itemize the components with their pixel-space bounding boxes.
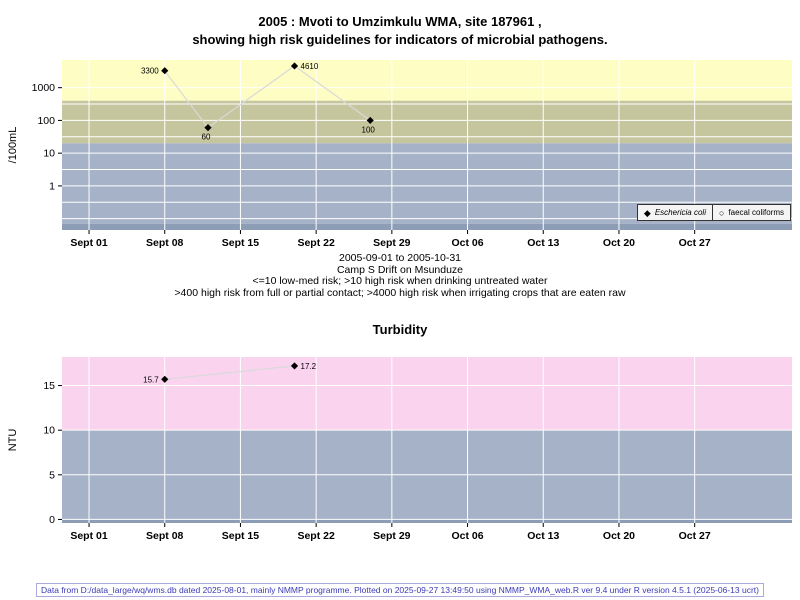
svg-text:Oct 20: Oct 20 (603, 530, 635, 542)
svg-text:15.7: 15.7 (143, 375, 159, 384)
legend-label-faecal: faecal coliforms (728, 208, 784, 217)
svg-text:0: 0 (49, 514, 55, 526)
footer: Data from D:/data_large/wq/wms.db dated … (0, 580, 800, 598)
svg-text:Sept 01: Sept 01 (70, 530, 108, 542)
axis-ticks (58, 87, 696, 234)
svg-text:1: 1 (49, 180, 55, 192)
x-tick-labels: Sept 01 Sept 08 Sept 15 Sept 22 Sept 29 Oct 0… (70, 237, 711, 249)
x-tick-labels: Sept 01 Sept 08 Sept 15 Sept 22 Sept 29 Oct 0… (70, 530, 711, 542)
svg-text:17.2: 17.2 (301, 362, 317, 371)
data-points (161, 362, 299, 383)
legend: ◆ Eschericia coli ○ faecal coliforms (636, 204, 791, 221)
ecoli-chart-canvas: Sept 01 Sept 08 Sept 15 Sept 22 Sept 29 Oct 0… (32, 60, 792, 249)
svg-text:Sept 29: Sept 29 (373, 237, 411, 249)
svg-text:Oct 06: Oct 06 (452, 237, 484, 249)
svg-text:1000: 1000 (32, 82, 56, 94)
svg-text:Sept 22: Sept 22 (297, 530, 335, 542)
svg-text:3300: 3300 (141, 67, 159, 76)
gridlines (62, 357, 792, 523)
filled-diamond-icon: ◆ (643, 207, 651, 218)
svg-text:100: 100 (37, 115, 55, 127)
turbidity-ylabel: NTU (7, 428, 19, 452)
point-labels: 15.7 17.2 (143, 362, 316, 384)
svg-text:Sept 29: Sept 29 (373, 530, 411, 542)
svg-text:10: 10 (43, 425, 55, 437)
svg-text:Oct 13: Oct 13 (527, 530, 559, 542)
svg-text:100: 100 (362, 125, 376, 134)
svg-text:Sept 08: Sept 08 (146, 530, 184, 542)
svg-text:Oct 27: Oct 27 (679, 530, 711, 542)
caption-guideline-drinking: <=10 low-med risk; >10 high risk when dr… (252, 275, 548, 287)
svg-text:Oct 06: Oct 06 (452, 530, 484, 542)
axis-ticks (58, 385, 696, 527)
svg-text:15: 15 (43, 380, 55, 392)
guideline-bands (62, 357, 792, 523)
caption-guideline-contact: >400 high risk from full or partial cont… (174, 286, 626, 299)
caption-date-range: 2005-09-01 to 2005-10-31 (338, 252, 461, 264)
svg-text:Sept 08: Sept 08 (146, 237, 184, 249)
svg-text:Oct 13: Oct 13 (527, 237, 559, 249)
series-line (164, 65, 371, 129)
legend-item-ecoli: ◆ Eschericia coli (636, 204, 713, 221)
footer-note: Data from D:/data_large/wq/wms.db dated … (36, 583, 764, 597)
data-points (161, 62, 374, 132)
svg-text:Oct 27: Oct 27 (679, 237, 711, 249)
caption-site: Camp S Drift on Msunduze (336, 263, 464, 276)
svg-text:Oct 20: Oct 20 (603, 237, 635, 249)
figure-title-line1: 2005 : Mvoti to Umzimkulu WMA, site 1879… (258, 14, 542, 29)
legend-item-faecal-coliforms: ○ faecal coliforms (711, 204, 791, 221)
series-line (164, 365, 295, 380)
ecoli-ylabel: /100mL (7, 126, 19, 164)
svg-text:Sept 15: Sept 15 (222, 237, 260, 249)
svg-text:Sept 15: Sept 15 (222, 530, 260, 542)
svg-text:Sept 01: Sept 01 (70, 237, 108, 249)
turbidity-title: Turbidity (372, 322, 428, 337)
caption-block: 2005-09-01 to 2005-10-31 Camp S Drift on… (0, 252, 800, 299)
y-tick-labels: 0 5 10 15 (43, 380, 55, 526)
turbidity-chart-canvas: Sept 01 Sept 08 Sept 15 Sept 22 Sept 29 Oct 0… (43, 357, 792, 542)
legend-label-ecoli: Eschericia coli (654, 208, 706, 217)
svg-text:Sept 22: Sept 22 (297, 237, 335, 249)
open-circle-icon: ○ (718, 207, 725, 218)
svg-text:10: 10 (43, 148, 55, 160)
svg-text:60: 60 (202, 133, 211, 142)
gridlines (62, 60, 792, 230)
y-tick-labels: 1000 100 10 1 (32, 82, 56, 192)
point-labels: 3300 60 4610 100 (141, 62, 375, 142)
figure-title-line2: showing high risk guidelines for indicat… (192, 32, 608, 47)
svg-text:4610: 4610 (301, 62, 319, 71)
figure-title: 2005 : Mvoti to Umzimkulu WMA, site 1879… (0, 13, 800, 49)
svg-text:5: 5 (49, 469, 55, 481)
